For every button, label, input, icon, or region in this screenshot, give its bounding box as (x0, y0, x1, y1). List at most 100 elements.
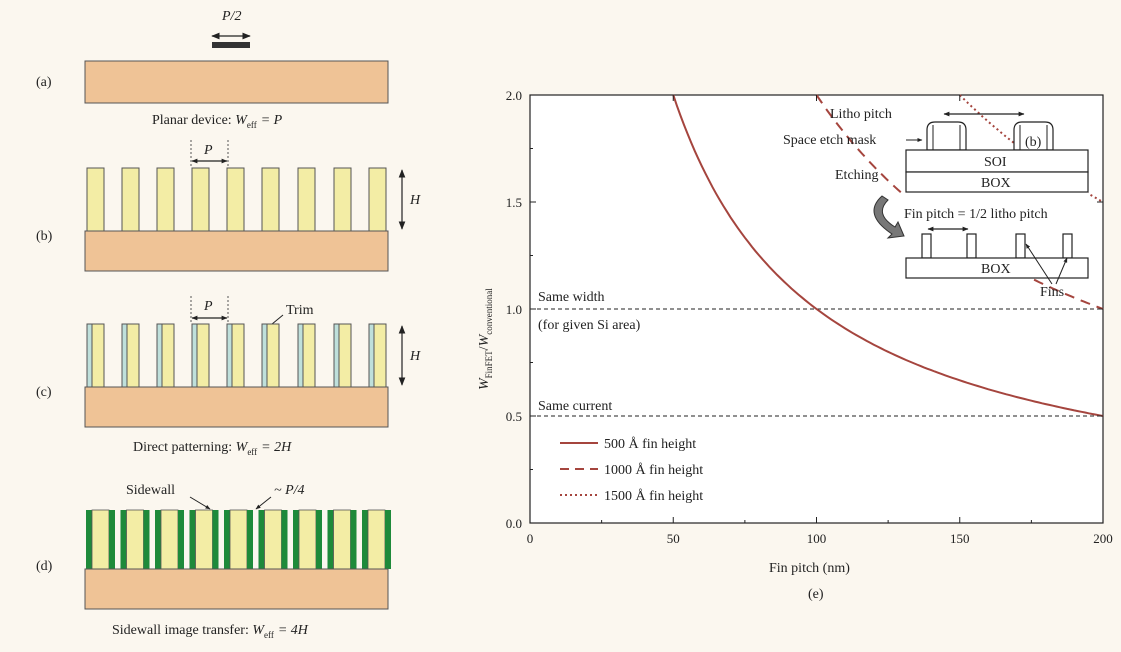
trim-label: Trim (286, 303, 314, 318)
legend-entry-1500: 1500 Å fin height (604, 488, 703, 504)
fins-pointer-2 (1055, 257, 1068, 285)
fin (86, 167, 105, 232)
inset-fin (966, 233, 977, 259)
sidewall-spacer (258, 510, 265, 569)
fin (367, 509, 386, 570)
series-line-1000 (815, 94, 1104, 310)
pitch-label-c: P (203, 299, 213, 314)
planar-caption: Planar device: Weff = P (152, 113, 283, 130)
legend-entry-500: 500 Å fin height (604, 436, 696, 452)
sidewall-spacer (155, 510, 161, 569)
gate-mask (212, 42, 250, 48)
same-current-label: Same current (538, 399, 612, 414)
panel-a: (a) P/2 Planar device: Weff = P (36, 9, 389, 130)
sidewall-caption: Sidewall image transfer: Weff = 4H (112, 623, 309, 640)
sidewall-spacer (86, 510, 92, 569)
fins-pointer-1 (1025, 243, 1053, 285)
sidewall-label: Sidewall (126, 483, 175, 498)
axis-ticks: 0 50 100 150 200 0.0 0.5 1.0 1.5 2.0 (506, 88, 1113, 546)
half-pitch-label: P/2 (221, 9, 241, 24)
sidewall-spacer (350, 510, 357, 569)
fin (156, 167, 175, 232)
fin (196, 323, 210, 388)
panel-e-label: (e) (808, 587, 824, 602)
quarter-pitch-pointer (255, 496, 272, 510)
y-tick-label: 1.5 (506, 195, 522, 210)
litho-pitch-label: Litho pitch (830, 107, 892, 122)
quarter-pitch-label: ~ P/4 (274, 483, 305, 498)
x-tick-label: 0 (527, 531, 534, 546)
box-label-bottom: BOX (981, 262, 1011, 277)
fin-array-c (86, 323, 387, 388)
sidewall-spacer (247, 510, 253, 569)
sidewall-spacer (224, 510, 230, 569)
panel-d: (d) Sidewall ~ P/4 Sidewall image transf… (36, 483, 391, 640)
x-tick-label: 200 (1093, 531, 1113, 546)
sidewall-spacer (143, 510, 150, 569)
inset-fin (1015, 233, 1026, 259)
y-axis-label: WFinFET/Wconventional (477, 288, 494, 390)
fin (161, 323, 175, 388)
x-axis-label: Fin pitch (nm) (769, 561, 850, 576)
y-tick-label: 2.0 (506, 88, 522, 103)
same-width-sub-label: (for given Si area) (538, 318, 641, 333)
box-layer-top (905, 171, 1089, 193)
fin (160, 509, 179, 570)
soi-label: SOI (984, 155, 1007, 170)
mask-block-right (1013, 121, 1054, 151)
legend: 500 Å fin height 1000 Å fin height 1500 … (560, 436, 703, 504)
y-tick-label: 1.0 (506, 302, 522, 317)
fin (126, 323, 140, 388)
sidewall-spacer (293, 510, 299, 569)
fin (231, 323, 245, 388)
inset-fin (1062, 233, 1073, 259)
sidewall-spacer (109, 510, 115, 569)
sidewall-spacer (362, 510, 368, 569)
fin (264, 509, 282, 570)
sidewall-spacer (189, 510, 196, 569)
reference-lines (530, 308, 1103, 417)
etching-arrow-icon (873, 195, 905, 239)
sidewall-spacer (281, 510, 288, 569)
height-label-b: H (409, 193, 421, 208)
fin (298, 509, 317, 570)
fin (333, 167, 352, 232)
sidewall-spacer (120, 510, 127, 569)
fin (373, 323, 387, 388)
panel-a-label: (a) (36, 75, 52, 90)
box-layer-bottom (905, 257, 1089, 279)
fins-label: Fins (1040, 285, 1064, 300)
substrate-d (84, 568, 389, 610)
fin (333, 509, 351, 570)
fin (195, 509, 213, 570)
panel-d-label: (d) (36, 559, 53, 574)
x-tick-label: 100 (807, 531, 827, 546)
y-tick-label: 0.0 (506, 516, 522, 531)
chart-e: 0 50 100 150 200 0.0 0.5 1.0 1.5 2.0 Same width (… (477, 88, 1113, 602)
fin (121, 167, 140, 232)
fin (261, 167, 280, 232)
process-inset: Litho pitch Space etch mask (b) SOI BOX … (783, 107, 1089, 300)
sidewall-spacer (212, 510, 219, 569)
planar-substrate (84, 60, 389, 104)
sidewall-spacer (178, 510, 184, 569)
sidewall-spacer (385, 510, 391, 569)
fin (338, 323, 352, 388)
x-tick-label: 150 (950, 531, 970, 546)
same-width-label: Same width (538, 290, 605, 305)
space-etch-mask-label: Space etch mask (783, 133, 876, 148)
legend-entry-1000: 1000 Å fin height (604, 462, 703, 478)
fin (302, 323, 316, 388)
sidewall-spacer (316, 510, 322, 569)
fin (91, 323, 105, 388)
fin (297, 167, 316, 232)
box-label-top: BOX (981, 176, 1011, 191)
x-tick-label: 50 (667, 531, 680, 546)
fin (266, 323, 280, 388)
pitch-label-b: P (203, 143, 213, 158)
panel-b-label: (b) (36, 229, 53, 244)
fin-array-d (86, 509, 391, 570)
fin (126, 509, 144, 570)
fin (191, 167, 210, 232)
